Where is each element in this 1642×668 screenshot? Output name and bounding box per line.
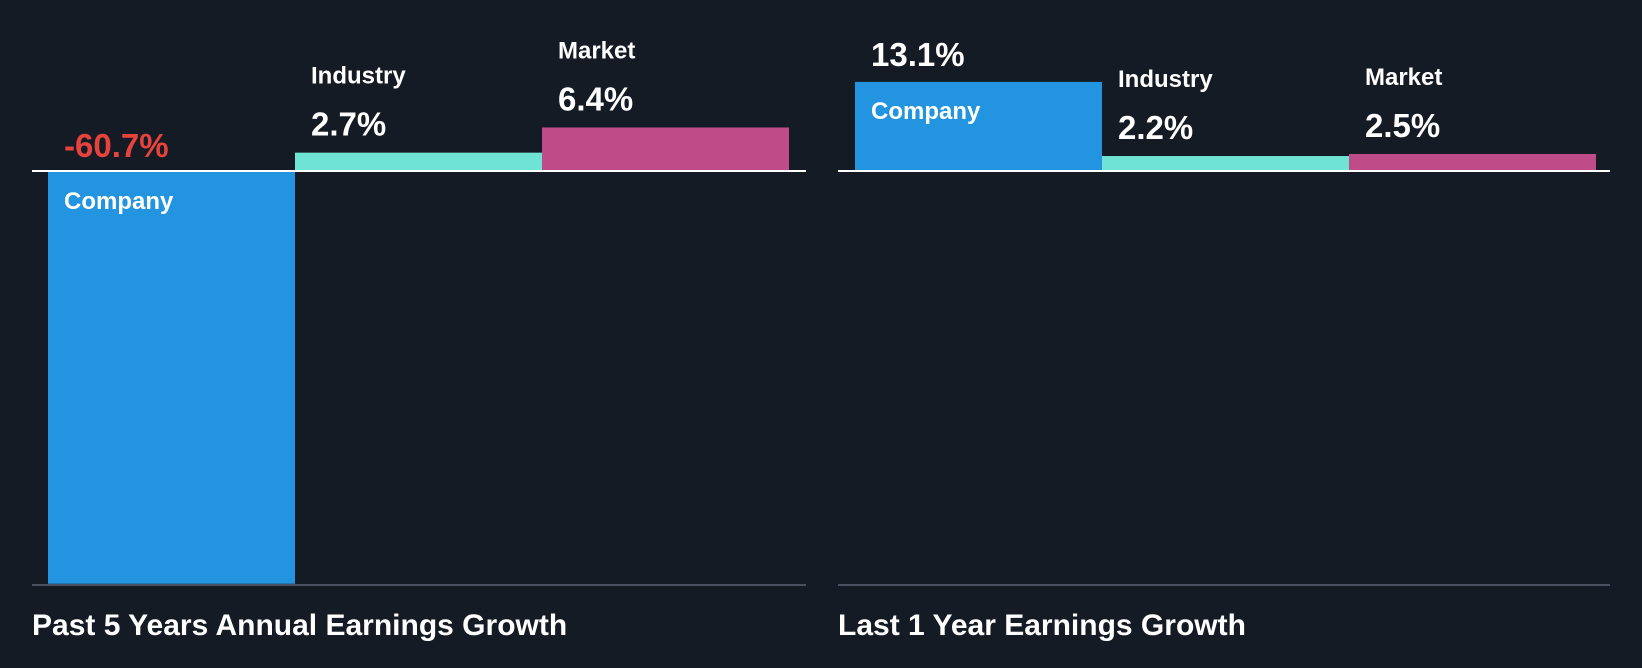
value-label-industry: 2.2%: [1118, 109, 1193, 146]
value-label-company: 13.1%: [871, 36, 965, 73]
bar-market: [542, 127, 789, 171]
chart-title: Past 5 Years Annual Earnings Growth: [32, 609, 567, 642]
bar-industry: [295, 152, 542, 171]
bar-industry: [1102, 156, 1349, 171]
bar-company: [48, 171, 295, 584]
value-label-industry: 2.7%: [311, 106, 386, 143]
category-label-industry: Industry: [1118, 66, 1213, 93]
category-label-industry: Industry: [311, 63, 406, 90]
category-label-market: Market: [558, 37, 635, 64]
category-label-company: Company: [871, 98, 981, 125]
value-label-market: 6.4%: [558, 80, 633, 117]
bar-market: [1349, 154, 1596, 171]
value-label-company: -60.7%: [64, 127, 169, 164]
chart-panel-1: -60.7% Company 2.7% Industry 6.4% Market Past …: [32, 37, 806, 642]
bar-company: [855, 81, 1102, 171]
value-label-market: 2.5%: [1365, 107, 1440, 144]
category-label-company: Company: [64, 188, 174, 215]
chart-panel-2: 13.1% Company 2.2% Industry 2.5% Market Last 1…: [838, 36, 1610, 642]
chart-title: Last 1 Year Earnings Growth: [838, 609, 1246, 642]
category-label-market: Market: [1365, 64, 1442, 91]
